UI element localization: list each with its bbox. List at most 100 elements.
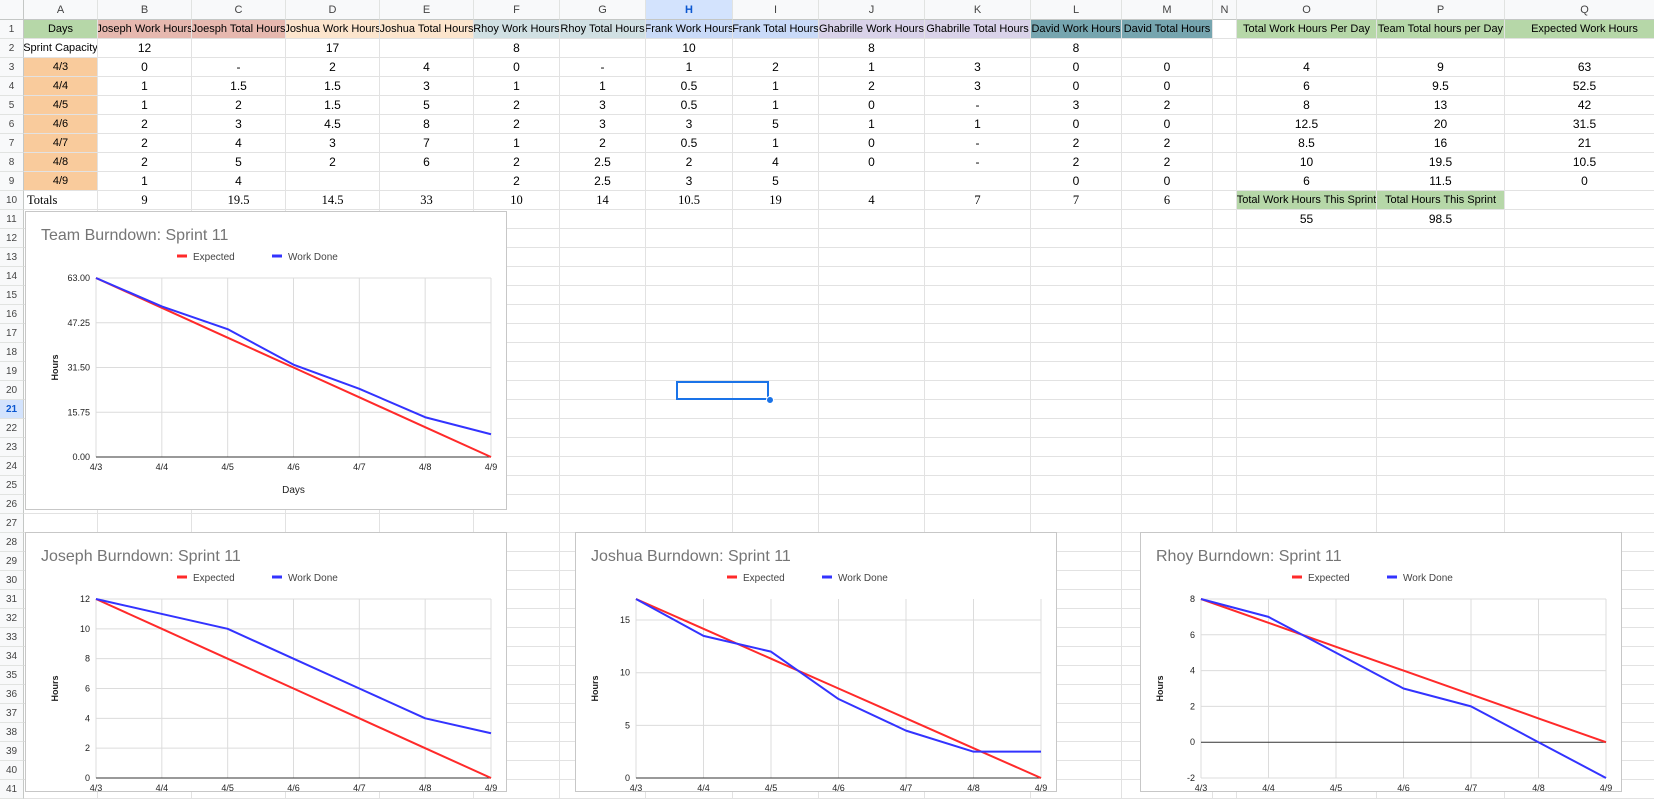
cell[interactable] — [474, 210, 560, 229]
cell[interactable] — [1237, 248, 1377, 267]
cell[interactable] — [925, 343, 1031, 362]
cell[interactable] — [1213, 96, 1237, 115]
cell[interactable] — [733, 400, 819, 419]
cell[interactable] — [1031, 571, 1122, 590]
cell-o4[interactable]: 6 — [1237, 77, 1377, 96]
total-e[interactable]: 33 — [380, 191, 474, 210]
cell[interactable] — [474, 514, 560, 533]
cell[interactable] — [1505, 39, 1654, 58]
cell-f3[interactable]: 0 — [474, 58, 560, 77]
cell[interactable] — [1377, 419, 1505, 438]
cell[interactable] — [286, 514, 380, 533]
cell[interactable] — [1031, 381, 1122, 400]
cell-j3[interactable]: 1 — [819, 58, 925, 77]
cell[interactable] — [1213, 324, 1237, 343]
cell[interactable] — [819, 514, 925, 533]
cell[interactable] — [1122, 476, 1213, 495]
cell-k6[interactable]: 1 — [925, 115, 1031, 134]
cell[interactable] — [925, 286, 1031, 305]
cell[interactable] — [474, 704, 560, 723]
rhoy-burndown-chart[interactable]: Rhoy Burndown: Sprint 11 Expected Work Don… — [1140, 532, 1622, 792]
row-header-35[interactable]: 35 — [0, 666, 24, 685]
cell-k4[interactable]: 3 — [925, 77, 1031, 96]
cell[interactable] — [1377, 514, 1505, 533]
header-q[interactable]: Expected Work Hours — [1505, 20, 1654, 39]
row-header-11[interactable]: 11 — [0, 210, 24, 229]
cell-d6[interactable]: 4.5 — [286, 115, 380, 134]
cell-p3[interactable]: 9 — [1377, 58, 1505, 77]
cell-j9[interactable] — [819, 172, 925, 191]
cell[interactable] — [925, 476, 1031, 495]
cell-l4[interactable]: 0 — [1031, 77, 1122, 96]
cell[interactable] — [474, 248, 560, 267]
cell-e3[interactable]: 4 — [380, 58, 474, 77]
cell[interactable] — [560, 514, 646, 533]
column-header-m[interactable]: M — [1122, 0, 1213, 20]
cell[interactable] — [1213, 438, 1237, 457]
row-header-12[interactable]: 12 — [0, 229, 24, 248]
cell[interactable] — [1377, 495, 1505, 514]
header-a[interactable]: Days — [24, 20, 98, 39]
cell[interactable] — [474, 267, 560, 286]
cell[interactable] — [733, 514, 819, 533]
capacity-h[interactable]: 10 — [646, 39, 733, 58]
row-header-20[interactable]: 20 — [0, 381, 24, 400]
cell[interactable] — [1031, 704, 1122, 723]
cell[interactable] — [1031, 552, 1122, 571]
row-header-15[interactable]: 15 — [0, 286, 24, 305]
cell[interactable] — [1377, 248, 1505, 267]
cell-e6[interactable]: 8 — [380, 115, 474, 134]
cell[interactable] — [1237, 343, 1377, 362]
cell[interactable] — [733, 457, 819, 476]
row-header-39[interactable]: 39 — [0, 742, 24, 761]
cell-g9[interactable]: 2.5 — [560, 172, 646, 191]
cell-m4[interactable]: 0 — [1122, 77, 1213, 96]
cell[interactable] — [1505, 457, 1654, 476]
cell[interactable] — [646, 400, 733, 419]
cell[interactable] — [474, 305, 560, 324]
cell[interactable] — [925, 514, 1031, 533]
cell[interactable] — [1237, 267, 1377, 286]
day-cell[interactable]: 4/7 — [24, 134, 98, 153]
cell[interactable] — [819, 267, 925, 286]
capacity-f[interactable]: 8 — [474, 39, 560, 58]
row-header-26[interactable]: 26 — [0, 495, 24, 514]
cell[interactable] — [560, 476, 646, 495]
cell-g6[interactable]: 3 — [560, 115, 646, 134]
cell-g7[interactable]: 2 — [560, 134, 646, 153]
cell-b8[interactable]: 2 — [98, 153, 192, 172]
cell-o6[interactable]: 12.5 — [1237, 115, 1377, 134]
cell[interactable] — [925, 39, 1031, 58]
cell[interactable] — [1031, 400, 1122, 419]
cell[interactable] — [474, 571, 560, 590]
cell-l6[interactable]: 0 — [1031, 115, 1122, 134]
cell[interactable] — [474, 685, 560, 704]
cell[interactable] — [646, 286, 733, 305]
cell[interactable] — [733, 495, 819, 514]
cell[interactable] — [1031, 647, 1122, 666]
cell[interactable] — [1122, 267, 1213, 286]
cell[interactable] — [1505, 191, 1654, 210]
cell[interactable] — [646, 267, 733, 286]
cell[interactable] — [1031, 324, 1122, 343]
cell[interactable] — [1213, 172, 1237, 191]
cell-l9[interactable]: 0 — [1031, 172, 1122, 191]
row-header-29[interactable]: 29 — [0, 552, 24, 571]
cell[interactable] — [1505, 400, 1654, 419]
cell-g4[interactable]: 1 — [560, 77, 646, 96]
cell[interactable] — [1122, 438, 1213, 457]
cell[interactable] — [1237, 457, 1377, 476]
cell[interactable] — [819, 324, 925, 343]
select-all-corner[interactable] — [0, 0, 24, 20]
cell[interactable] — [1377, 476, 1505, 495]
cell[interactable] — [560, 229, 646, 248]
sprint-capacity-label[interactable]: Sprint Capacity — [24, 39, 98, 58]
cell-k3[interactable]: 3 — [925, 58, 1031, 77]
cell[interactable] — [1505, 286, 1654, 305]
cell[interactable] — [474, 742, 560, 761]
cell-f6[interactable]: 2 — [474, 115, 560, 134]
cell-c9[interactable]: 4 — [192, 172, 286, 191]
cell[interactable] — [646, 305, 733, 324]
total-c[interactable]: 19.5 — [192, 191, 286, 210]
column-header-o[interactable]: O — [1237, 0, 1377, 20]
